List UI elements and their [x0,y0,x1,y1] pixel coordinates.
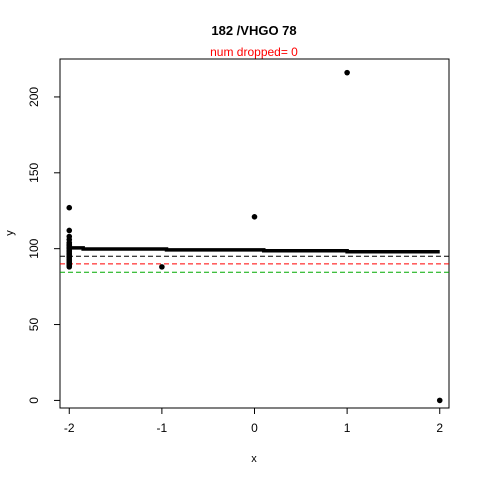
y-tick-label: 0 [27,397,41,404]
y-tick-label: 50 [27,318,41,332]
data-point [251,214,258,220]
y-tick-label: 150 [27,162,41,182]
x-tick-label: -2 [64,421,75,435]
fit-step-line [69,246,440,254]
fit-line [69,246,440,254]
x-tick-label: -1 [157,421,168,435]
data-point [66,204,73,211]
y-axis-label: y [4,230,16,236]
data-point [159,264,165,270]
x-axis: -2 -1 0 1 2 [64,407,443,435]
data-points [66,69,443,404]
x-tick-label: 1 [344,421,351,435]
y-tick-label: 200 [27,87,41,107]
data-point [344,69,350,76]
y-tick-label: 100 [27,238,41,258]
y-axis: 0 50 100 150 200 [27,87,61,404]
chart-title: 182 /VHGO 78 [211,23,296,38]
data-point [436,397,443,404]
data-point [66,264,73,270]
x-tick-label: 2 [436,421,443,435]
chart-subtitle: num dropped= 0 [210,45,298,59]
x-tick-label: 0 [251,421,258,435]
plot-frame [59,58,450,409]
data-point [66,227,73,234]
reference-lines [60,255,449,273]
x-axis-label: x [251,453,257,465]
